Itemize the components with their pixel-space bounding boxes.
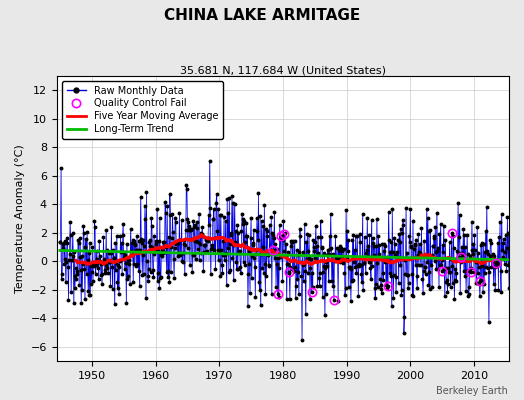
Raw Monthly Data [299,338,305,342]
Five Year Moving Average [484,258,490,263]
Long-Term Trend [292,253,298,258]
Legend: Raw Monthly Data, Quality Control Fail, Five Year Moving Average, Long-Term Tren: Raw Monthly Data, Quality Control Fail, … [62,81,223,139]
Five Year Moving Average [304,260,311,265]
Long-Term Trend [57,248,63,253]
Five Year Moving Average [385,258,391,262]
Long-Term Trend [484,257,490,262]
Long-Term Trend [88,249,94,254]
Long-Term Trend [472,257,478,262]
Y-axis label: Temperature Anomaly (°C): Temperature Anomaly (°C) [15,144,25,293]
Text: Berkeley Earth: Berkeley Earth [436,386,508,396]
Long-Term Trend [499,257,505,262]
Five Year Moving Average [351,256,357,261]
Raw Monthly Data [292,295,299,300]
Raw Monthly Data [88,263,94,268]
Long-Term Trend [508,257,515,262]
Five Year Moving Average [457,260,464,264]
Raw Monthly Data [485,252,491,257]
Title: 35.681 N, 117.684 W (United States): 35.681 N, 117.684 W (United States) [180,65,386,75]
Raw Monthly Data [508,252,515,256]
Line: Five Year Moving Average: Five Year Moving Average [76,235,496,264]
Five Year Moving Average [308,262,314,267]
Five Year Moving Average [73,258,79,263]
Line: Long-Term Trend: Long-Term Trend [60,250,511,260]
Raw Monthly Data [473,280,479,285]
Five Year Moving Average [199,232,205,237]
Raw Monthly Data [393,290,399,295]
Five Year Moving Average [357,257,363,262]
Raw Monthly Data [57,240,63,244]
Raw Monthly Data [500,254,506,259]
Long-Term Trend [392,255,398,260]
Raw Monthly Data [206,159,213,164]
Five Year Moving Average [493,257,499,262]
Line: Raw Monthly Data: Raw Monthly Data [60,162,511,340]
Text: CHINA LAKE ARMITAGE: CHINA LAKE ARMITAGE [164,8,360,23]
